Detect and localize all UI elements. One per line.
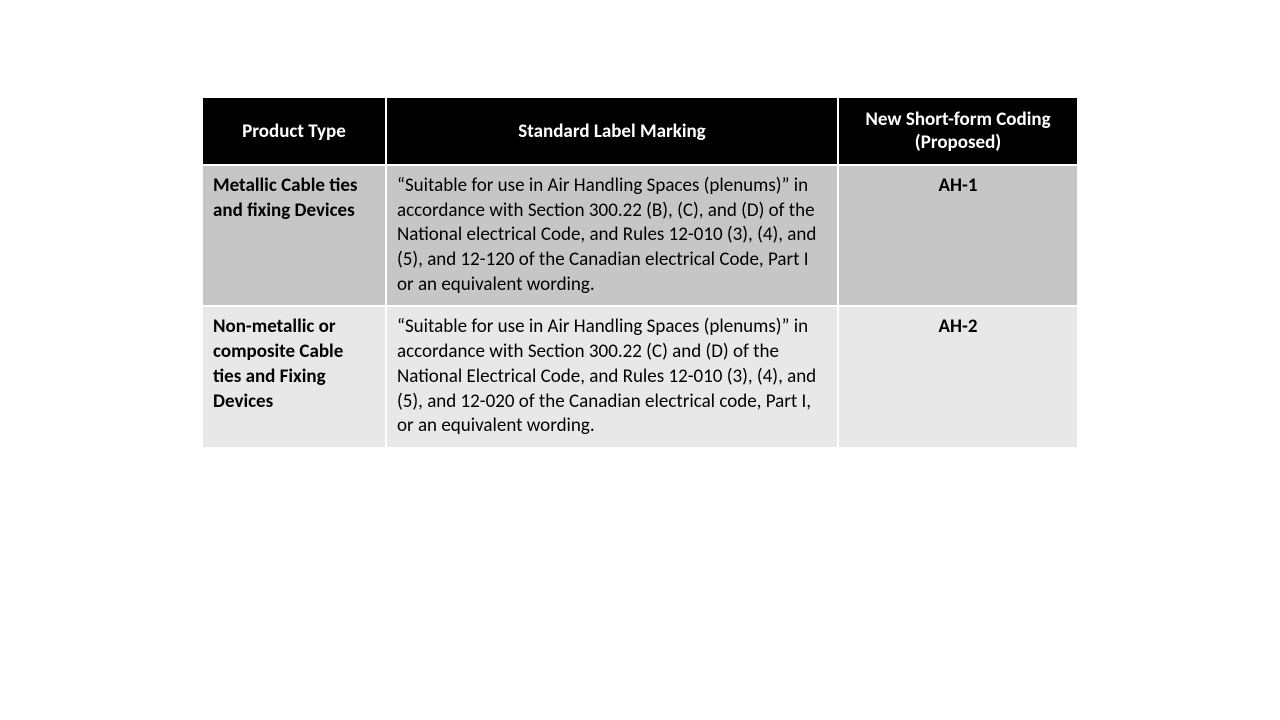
table-header-row: Product Type Standard Label Marking New … [202,97,1078,165]
coding-table: Product Type Standard Label Marking New … [201,96,1079,449]
cell-product-type: Metallic Cable ties and fixing Devices [202,165,386,306]
cell-label-marking: “Suitable for use in Air Handling Spaces… [386,306,838,447]
cell-shortform-code: AH-2 [838,306,1078,447]
col-header-shortform-code: New Short-form Coding (Proposed) [838,97,1078,165]
cell-label-marking: “Suitable for use in Air Handling Spaces… [386,165,838,306]
table-row: Non-metallic or composite Cable ties and… [202,306,1078,447]
table-row: Metallic Cable ties and fixing Devices “… [202,165,1078,306]
col-header-label-marking: Standard Label Marking [386,97,838,165]
cell-product-type: Non-metallic or composite Cable ties and… [202,306,386,447]
col-header-product-type: Product Type [202,97,386,165]
cell-shortform-code: AH-1 [838,165,1078,306]
